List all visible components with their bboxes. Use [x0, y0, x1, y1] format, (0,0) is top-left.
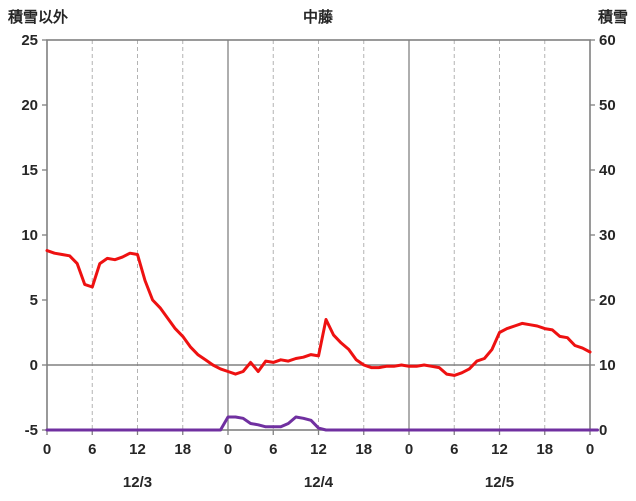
left-tick-label: -5 — [25, 422, 38, 439]
x-tick-label: 12 — [491, 441, 508, 458]
right-tick-label: 40 — [599, 162, 616, 179]
left-tick-label: 10 — [21, 227, 38, 244]
chart-title: 中藤 — [302, 9, 333, 26]
right-tick-label: 20 — [599, 292, 616, 309]
left-tick-label: 0 — [30, 357, 38, 374]
left-tick-label: 25 — [21, 32, 38, 49]
right-axis-title: 積雪 — [597, 9, 628, 26]
right-tick-label: 10 — [599, 357, 616, 374]
x-tick-label: 0 — [405, 441, 413, 458]
x-tick-label: 0 — [224, 441, 232, 458]
x-tick-label: 6 — [88, 441, 96, 458]
series-line-right — [45, 415, 599, 432]
day-label: 12/5 — [485, 474, 514, 491]
right-tick-label: 60 — [599, 32, 616, 49]
x-tick-label: 0 — [586, 441, 594, 458]
left-axis-title: 積雪以外 — [8, 9, 69, 26]
day-label: 12/3 — [123, 474, 152, 491]
x-tick-label: 18 — [174, 441, 191, 458]
x-tick-label: 6 — [269, 441, 277, 458]
right-tick-label: 30 — [599, 227, 616, 244]
x-tick-label: 6 — [450, 441, 458, 458]
x-tick-label: 18 — [355, 441, 372, 458]
right-tick-label: 50 — [599, 97, 616, 114]
right-tick-label: 0 — [599, 422, 607, 439]
x-tick-label: 0 — [43, 441, 51, 458]
x-tick-label: 12 — [129, 441, 146, 458]
left-tick-label: 20 — [21, 97, 38, 114]
left-tick-label: 5 — [30, 292, 38, 309]
day-label: 12/4 — [304, 474, 334, 491]
series-line-left — [45, 249, 592, 377]
x-tick-label: 18 — [536, 441, 553, 458]
x-tick-label: 12 — [310, 441, 327, 458]
left-tick-label: 15 — [21, 162, 38, 179]
